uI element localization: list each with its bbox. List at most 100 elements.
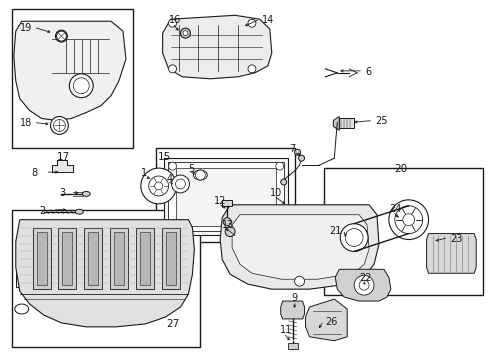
Circle shape <box>345 229 362 247</box>
Text: 19: 19 <box>20 23 32 33</box>
Text: 23: 23 <box>449 234 462 244</box>
Polygon shape <box>37 231 46 285</box>
Circle shape <box>168 224 176 231</box>
Text: 25: 25 <box>374 117 386 126</box>
Circle shape <box>298 155 304 161</box>
Ellipse shape <box>193 170 207 180</box>
Circle shape <box>402 214 414 226</box>
Circle shape <box>294 276 304 286</box>
Circle shape <box>247 65 255 73</box>
Text: 18: 18 <box>20 118 32 129</box>
Polygon shape <box>14 21 126 121</box>
Text: 13: 13 <box>222 220 234 230</box>
Circle shape <box>53 120 65 131</box>
Bar <box>324 168 482 295</box>
Polygon shape <box>136 228 153 289</box>
Bar <box>16 239 26 287</box>
Circle shape <box>183 31 187 36</box>
Circle shape <box>69 74 93 98</box>
Text: 27: 27 <box>165 319 179 329</box>
Text: 14: 14 <box>262 15 274 25</box>
Polygon shape <box>305 299 346 341</box>
Polygon shape <box>232 215 368 279</box>
Text: 17: 17 <box>57 152 70 162</box>
Text: 2: 2 <box>40 206 46 216</box>
Polygon shape <box>59 228 76 289</box>
Text: 11: 11 <box>279 325 291 335</box>
Text: 3: 3 <box>60 188 65 198</box>
Polygon shape <box>33 228 50 289</box>
Polygon shape <box>51 160 73 172</box>
Text: 4: 4 <box>166 174 172 184</box>
Circle shape <box>353 275 373 295</box>
Circle shape <box>340 224 367 251</box>
Text: 5: 5 <box>188 164 194 174</box>
Circle shape <box>141 168 176 204</box>
Circle shape <box>168 19 176 27</box>
Circle shape <box>195 170 205 180</box>
Circle shape <box>223 218 231 226</box>
Polygon shape <box>114 231 123 285</box>
Text: 7: 7 <box>289 144 295 154</box>
Polygon shape <box>220 205 378 289</box>
Polygon shape <box>88 231 98 285</box>
Polygon shape <box>287 343 297 349</box>
Polygon shape <box>110 228 128 289</box>
Polygon shape <box>335 269 390 301</box>
Ellipse shape <box>15 304 29 314</box>
Text: 24: 24 <box>388 204 401 214</box>
Circle shape <box>275 162 283 170</box>
Bar <box>163 158 287 235</box>
Polygon shape <box>222 200 232 206</box>
Circle shape <box>358 280 368 290</box>
Polygon shape <box>333 117 339 130</box>
Circle shape <box>171 175 189 193</box>
Polygon shape <box>426 234 475 273</box>
Circle shape <box>388 200 427 239</box>
Polygon shape <box>165 231 175 285</box>
Circle shape <box>294 149 300 155</box>
Circle shape <box>168 65 176 73</box>
Text: 26: 26 <box>325 317 337 327</box>
Polygon shape <box>339 118 353 129</box>
Polygon shape <box>162 228 179 289</box>
Circle shape <box>50 117 68 134</box>
Circle shape <box>394 206 422 234</box>
Circle shape <box>247 19 255 27</box>
Text: 16: 16 <box>168 15 181 25</box>
Polygon shape <box>84 228 102 289</box>
Circle shape <box>148 176 168 196</box>
Text: 1: 1 <box>141 168 146 178</box>
Circle shape <box>224 227 235 237</box>
Circle shape <box>55 30 67 42</box>
Text: 22: 22 <box>358 273 371 283</box>
Bar <box>155 148 294 242</box>
Circle shape <box>180 28 190 38</box>
Circle shape <box>154 182 163 190</box>
Text: 20: 20 <box>393 164 407 174</box>
Polygon shape <box>16 220 194 327</box>
Text: 12: 12 <box>214 196 226 206</box>
Bar <box>12 9 133 148</box>
Bar <box>175 168 275 226</box>
Text: 6: 6 <box>365 67 370 77</box>
Text: 21: 21 <box>328 226 341 236</box>
Ellipse shape <box>82 192 90 196</box>
Polygon shape <box>163 15 271 79</box>
Circle shape <box>168 162 176 170</box>
Text: 9: 9 <box>291 293 297 303</box>
Bar <box>12 210 200 347</box>
Ellipse shape <box>75 209 83 214</box>
Text: 8: 8 <box>32 168 38 178</box>
Circle shape <box>73 78 89 94</box>
Polygon shape <box>140 231 149 285</box>
Polygon shape <box>62 231 72 285</box>
Circle shape <box>280 179 286 185</box>
Circle shape <box>275 224 283 231</box>
Circle shape <box>56 31 66 41</box>
Circle shape <box>175 179 185 189</box>
Text: 15: 15 <box>157 152 171 162</box>
Polygon shape <box>280 301 304 319</box>
Text: 10: 10 <box>269 188 282 198</box>
Bar <box>167 162 283 231</box>
